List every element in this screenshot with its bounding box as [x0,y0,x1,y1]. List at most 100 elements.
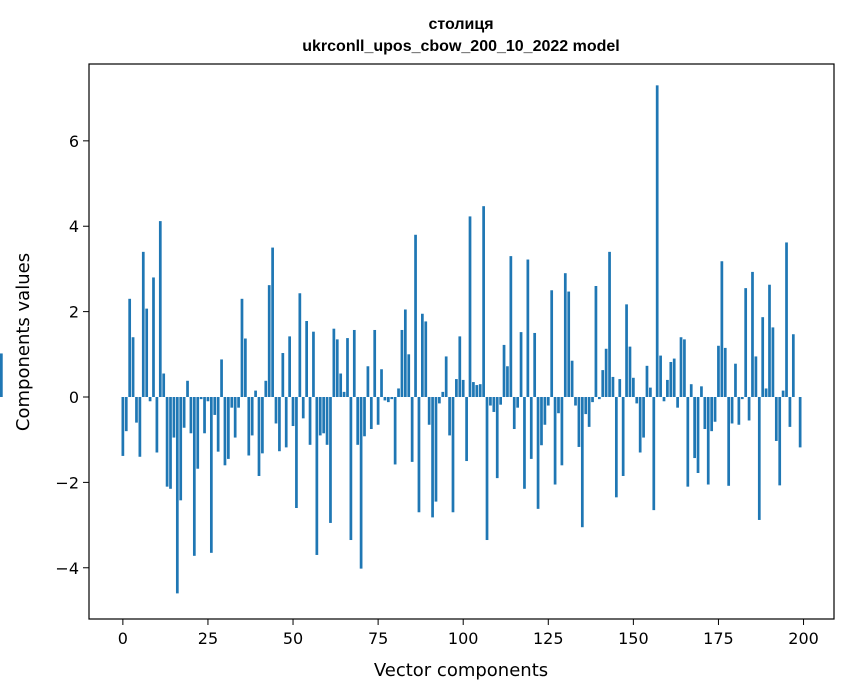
bar-119 [527,260,530,397]
bar-58 [319,397,322,435]
bar-171 [703,397,706,429]
bar-30 [224,397,227,465]
bar-142 [605,349,608,397]
bar-149 [629,347,632,397]
bar-63 [336,339,339,397]
bar-16 [176,397,179,593]
bar-97 [452,397,455,512]
bar-64 [339,374,342,397]
bar-51 [295,397,298,508]
bar-53 [302,397,305,418]
bar-56 [312,332,315,397]
bar-49 [288,336,291,397]
bar-116 [516,397,519,408]
bar-2 [128,299,131,397]
bar-70 [360,397,363,569]
bar-134 [578,397,581,447]
bar-85 [411,397,414,462]
y-tick-label: 2 [69,303,79,322]
bar-190 [768,285,771,397]
bar-150 [632,378,635,397]
bar-98 [455,379,458,397]
bar-104 [475,385,478,397]
bar-161 [669,362,672,397]
bar-143 [608,252,611,397]
bar-185 [751,272,754,397]
bar-4 [135,397,138,423]
bar-39 [254,391,257,397]
bar-105 [479,384,482,397]
bar-26 [210,397,213,553]
bar-154 [646,366,649,397]
bar-62 [333,329,336,397]
bar-84 [407,354,410,397]
bar-170 [700,386,703,397]
bar-124 [544,397,547,425]
bar-36 [244,339,247,397]
bar-44 [271,248,274,397]
bar-166 [686,397,689,487]
bar-1 [125,397,128,431]
y-tick-label: 0 [69,388,79,407]
bar-152 [639,397,642,453]
bar-18 [183,397,186,428]
bar-127 [554,397,557,485]
bar-106 [482,206,485,397]
bar-140 [598,397,601,399]
bar-38 [251,397,254,435]
bar-172 [707,397,710,485]
bar-undefined [0,353,3,397]
bar-186 [755,356,758,397]
y-tick-label: 4 [69,217,79,236]
bar-177 [724,348,727,397]
bar-183 [744,288,747,397]
bar-8 [149,397,152,401]
bar-162 [673,359,676,397]
bar-28 [217,397,220,452]
bar-122 [537,397,540,509]
bar-192 [775,397,778,441]
bar-139 [595,286,598,397]
bar-95 [445,356,448,397]
bar-163 [676,397,679,408]
bar-115 [513,397,516,429]
bar-179 [731,397,734,423]
bar-77 [384,397,387,400]
bar-126 [550,290,553,397]
bar-147 [622,397,625,476]
y-axis-label: Components values [13,253,34,431]
bar-159 [663,397,666,401]
bar-131 [567,292,570,397]
bar-61 [329,397,332,523]
bar-10 [156,397,159,453]
bar-120 [530,397,533,459]
bar-136 [584,397,587,414]
bar-196 [789,397,792,427]
bar-79 [390,397,393,399]
bar-125 [547,397,550,406]
y-tick-label: −2 [55,473,79,492]
bar-168 [693,397,696,458]
bar-22 [196,397,199,469]
bar-99 [458,336,461,397]
bar-151 [635,397,638,403]
x-tick-label: 100 [448,629,479,648]
bar-176 [721,261,724,397]
bar-9 [152,277,155,397]
bar-178 [727,397,730,486]
bar-175 [717,346,720,397]
bar-194 [782,391,785,397]
x-tick-label: 50 [283,629,303,648]
bar-75 [377,397,380,425]
bar-101 [465,397,468,461]
bar-68 [353,330,356,397]
bar-132 [571,361,574,397]
bar-90 [428,397,431,425]
x-axis-label: Vector components [374,660,548,681]
bar-181 [738,397,741,425]
bar-65 [343,392,346,397]
bar-110 [496,397,499,478]
bar-50 [292,397,295,426]
bar-54 [305,321,308,397]
bar-24 [203,397,206,433]
